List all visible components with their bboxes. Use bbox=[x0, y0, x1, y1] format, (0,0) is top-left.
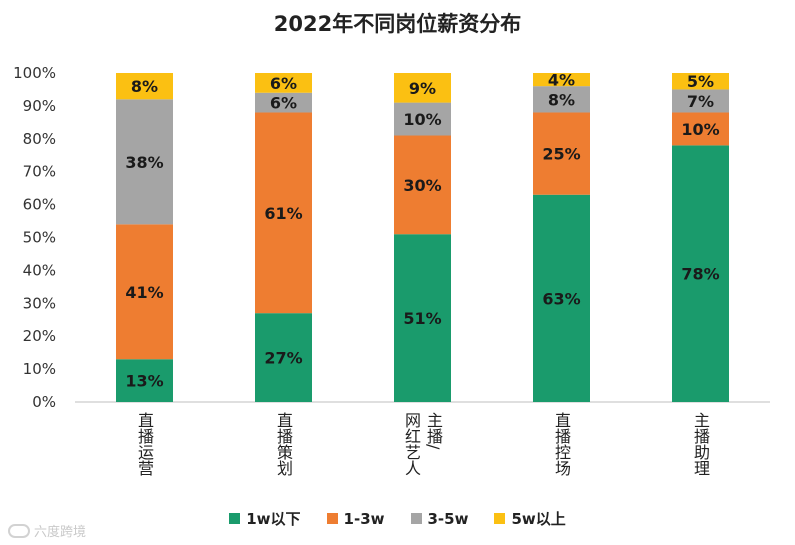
y-tick-label: 60% bbox=[23, 196, 56, 214]
legend-item: 5w以上 bbox=[494, 508, 566, 529]
legend-item: 3-5w bbox=[410, 508, 469, 529]
data-label: 6% bbox=[270, 74, 297, 93]
data-label: 41% bbox=[125, 283, 163, 302]
data-label: 10% bbox=[403, 110, 441, 129]
bar-segment bbox=[533, 194, 590, 402]
bar-segment bbox=[255, 92, 312, 113]
y-tick-label: 30% bbox=[23, 294, 56, 312]
bar-segment bbox=[116, 359, 173, 402]
data-label: 38% bbox=[125, 153, 163, 172]
data-label: 5% bbox=[687, 72, 714, 91]
data-label: 13% bbox=[125, 372, 163, 391]
legend-swatch bbox=[229, 513, 241, 524]
bar-segment bbox=[255, 112, 312, 314]
x-tick-label: 直播运营 bbox=[135, 412, 154, 476]
bar-segment bbox=[255, 73, 312, 93]
y-tick-label: 10% bbox=[23, 360, 56, 378]
bar-segment bbox=[672, 73, 729, 90]
y-tick-label: 80% bbox=[23, 130, 56, 148]
chart-title: 2022年不同岗位薪资分布 bbox=[273, 12, 522, 36]
legend-label: 3-5w bbox=[427, 509, 469, 528]
x-tick-label: 主播/ bbox=[424, 412, 443, 450]
x-tick-label: 主播助理 bbox=[691, 412, 710, 476]
x-tick-label: 直播控场 bbox=[552, 412, 571, 477]
y-tick-label: 0% bbox=[32, 393, 56, 411]
data-label: 61% bbox=[264, 204, 302, 223]
data-label: 7% bbox=[687, 92, 714, 111]
bar-segment bbox=[672, 145, 729, 402]
data-label: 63% bbox=[542, 289, 580, 308]
legend-item: 1-3w bbox=[326, 508, 385, 529]
legend-label: 5w以上 bbox=[511, 510, 566, 528]
data-label: 10% bbox=[681, 120, 719, 139]
legend-item: 1w以下 bbox=[229, 508, 301, 529]
bar-segment bbox=[116, 99, 173, 225]
x-tick-label: 直播策划 bbox=[274, 412, 293, 476]
y-tick-label: 20% bbox=[23, 327, 56, 345]
x-tick-label: 网红艺人 bbox=[402, 412, 421, 476]
data-label: 9% bbox=[409, 79, 436, 98]
data-label: 4% bbox=[548, 71, 575, 90]
bar-segment bbox=[533, 73, 590, 87]
chart-legend: 1w以下 1-3w 3-5w 5w以上 bbox=[0, 508, 795, 529]
bar-segment bbox=[394, 73, 451, 103]
watermark: 六度跨境 bbox=[8, 521, 86, 540]
data-label: 6% bbox=[270, 94, 297, 113]
bar-segment bbox=[672, 112, 729, 146]
bar-segment bbox=[394, 102, 451, 136]
bar-segment bbox=[116, 73, 173, 100]
data-label: 8% bbox=[548, 90, 575, 109]
data-label: 78% bbox=[681, 265, 719, 284]
bar-segment bbox=[394, 234, 451, 402]
y-tick-label: 100% bbox=[13, 64, 56, 82]
y-tick-label: 70% bbox=[23, 163, 56, 181]
bar-segment bbox=[394, 135, 451, 235]
watermark-text: 六度跨境 bbox=[34, 525, 87, 540]
data-label: 25% bbox=[542, 145, 580, 164]
data-label: 8% bbox=[131, 77, 158, 96]
data-label: 27% bbox=[264, 349, 302, 368]
legend-swatch bbox=[494, 513, 506, 524]
legend-label: 1-3w bbox=[343, 509, 385, 528]
y-tick-label: 40% bbox=[23, 261, 56, 279]
legend-swatch bbox=[326, 513, 338, 524]
watermark-logo-icon bbox=[8, 523, 30, 538]
legend-swatch bbox=[410, 513, 422, 524]
data-label: 51% bbox=[403, 309, 441, 328]
legend-label: 1w以下 bbox=[246, 510, 301, 528]
y-tick-label: 50% bbox=[23, 229, 56, 247]
y-tick-label: 90% bbox=[23, 97, 56, 115]
bar-segment bbox=[255, 313, 312, 402]
bar-segment bbox=[672, 89, 729, 113]
bar-segment bbox=[116, 224, 173, 360]
bar-segment bbox=[533, 112, 590, 195]
bar-segment bbox=[533, 86, 590, 113]
data-label: 30% bbox=[403, 176, 441, 195]
